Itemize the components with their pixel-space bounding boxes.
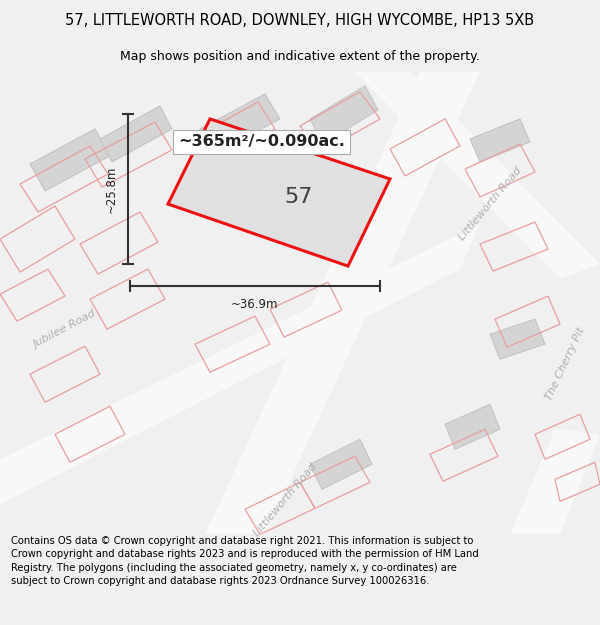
Polygon shape: [445, 404, 500, 449]
Polygon shape: [30, 129, 110, 191]
Text: Jubilee Road: Jubilee Road: [32, 309, 98, 350]
Text: ~365m²/~0.090ac.: ~365m²/~0.090ac.: [178, 134, 345, 149]
Polygon shape: [490, 319, 545, 359]
Polygon shape: [100, 106, 172, 162]
Polygon shape: [0, 224, 480, 504]
Polygon shape: [470, 119, 530, 162]
Polygon shape: [355, 72, 600, 279]
Text: The Cherry Pit: The Cherry Pit: [544, 326, 586, 402]
Polygon shape: [510, 429, 600, 534]
Text: ~36.9m: ~36.9m: [231, 298, 279, 311]
Text: Littleworth Road: Littleworth Road: [251, 461, 319, 538]
Polygon shape: [168, 119, 390, 266]
Text: Contains OS data © Crown copyright and database right 2021. This information is : Contains OS data © Crown copyright and d…: [11, 536, 479, 586]
Polygon shape: [205, 72, 480, 534]
Text: 57, LITTLEWORTH ROAD, DOWNLEY, HIGH WYCOMBE, HP13 5XB: 57, LITTLEWORTH ROAD, DOWNLEY, HIGH WYCO…: [65, 12, 535, 28]
Text: Littleworth Road: Littleworth Road: [457, 166, 523, 242]
Text: 57: 57: [285, 187, 313, 207]
Text: ~25.8m: ~25.8m: [105, 166, 118, 212]
Text: Map shows position and indicative extent of the property.: Map shows position and indicative extent…: [120, 49, 480, 62]
Polygon shape: [200, 94, 280, 154]
Polygon shape: [310, 439, 372, 489]
Polygon shape: [310, 86, 378, 144]
